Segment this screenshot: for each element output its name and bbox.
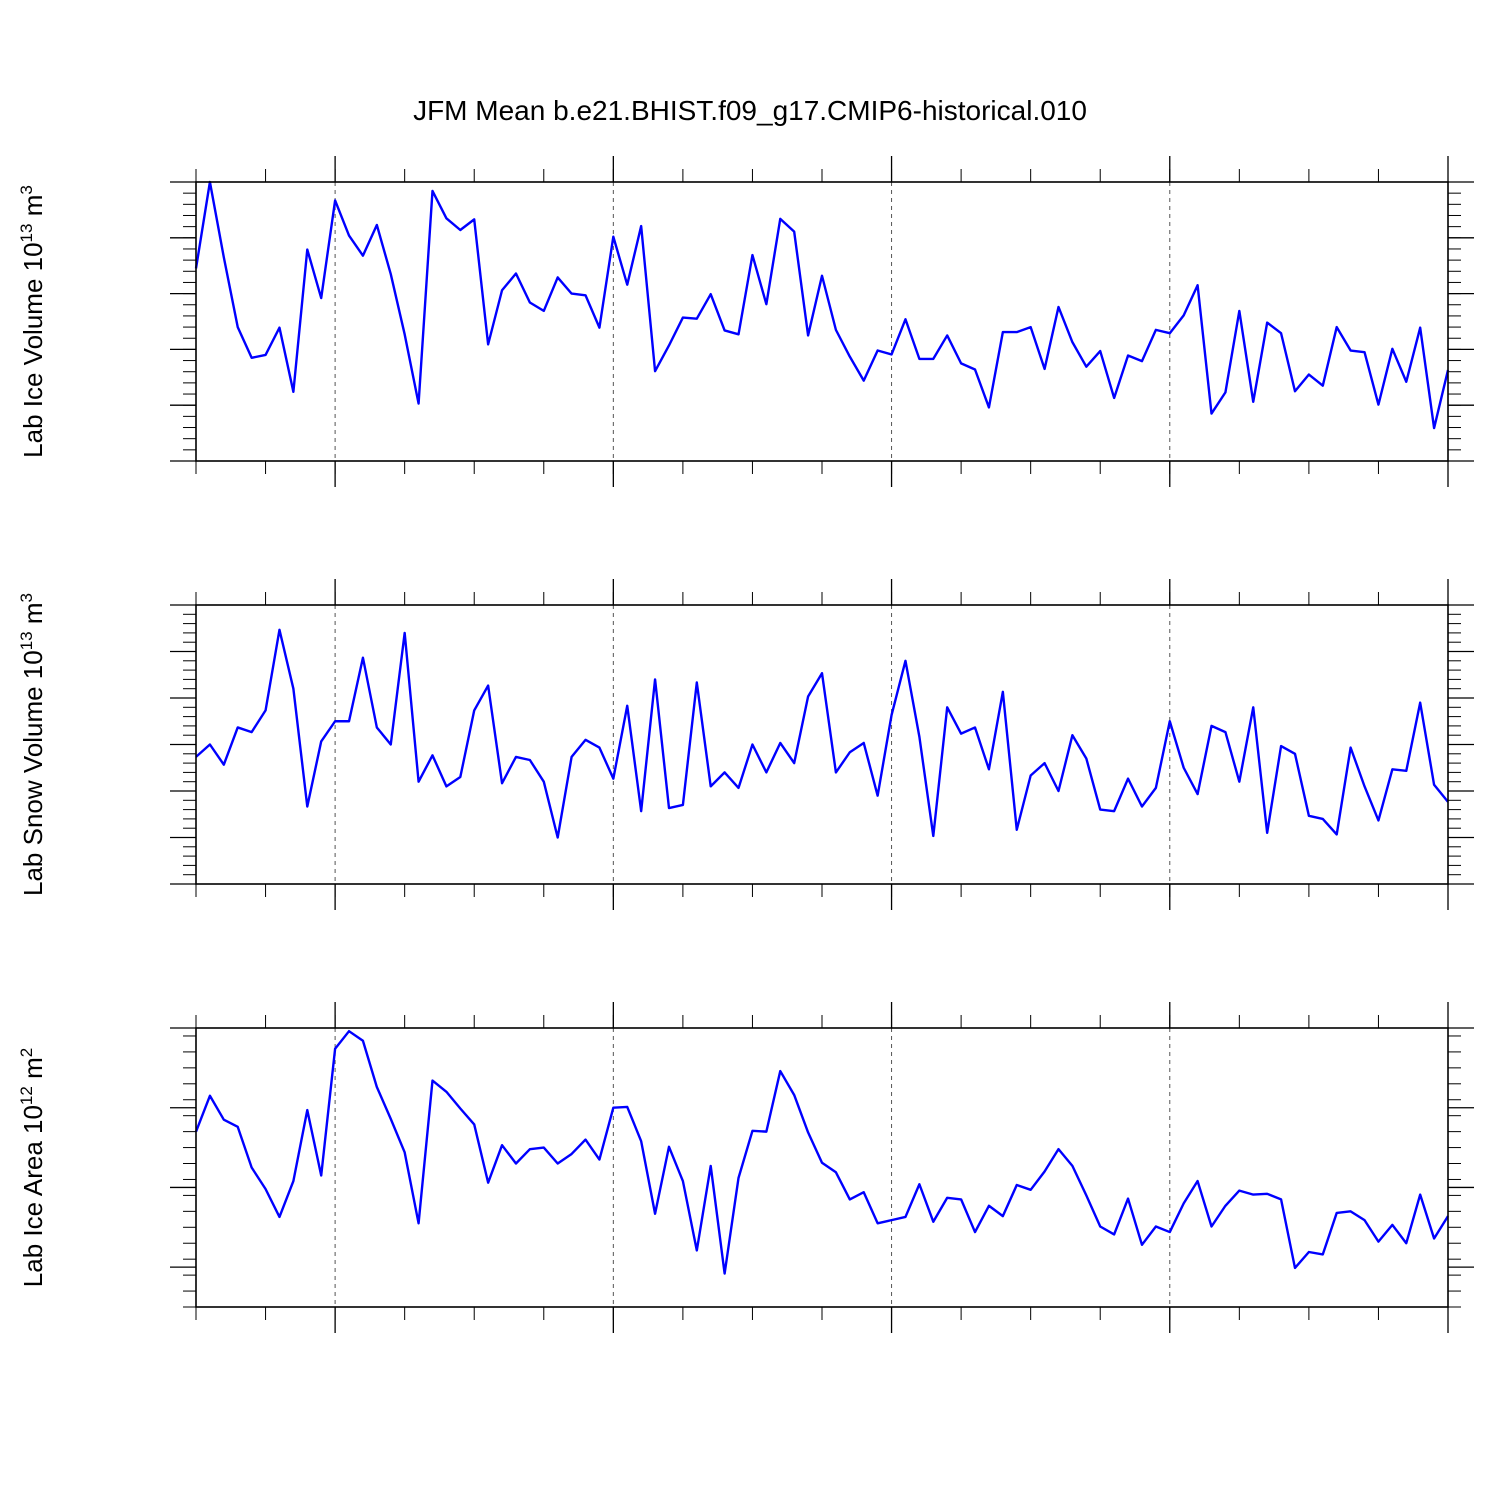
y-axis-label-main: Lab Ice Volume 10 [18, 242, 48, 457]
plot-frame-ice-area [195, 1027, 1449, 1308]
y-axis-label-main: Lab Ice Area 10 [18, 1105, 48, 1287]
y-axis-label-exp: 13 [17, 224, 36, 243]
plot-frame-snow-volume [195, 604, 1449, 885]
plot-frame-ice-volume [195, 181, 1449, 462]
series-line-snow-volume [195, 628, 1449, 839]
y-axis-label: Lab Ice Volume 1013 m3 [17, 185, 48, 458]
y-axis-label-unit: m [18, 602, 48, 631]
y-axis-label-unit-exp: 2 [17, 1048, 36, 1057]
panel-snow-volume: Lab Snow Volume 1013 m3 [17, 579, 1474, 910]
y-axis-label-unit-exp: 3 [17, 185, 36, 194]
series-line-ice-volume [194, 180, 1450, 430]
y-axis-label-exp: 13 [17, 631, 36, 650]
series-line-ice-area [194, 1029, 1450, 1275]
figure-title: JFM Mean b.e21.BHIST.f09_g17.CMIP6-histo… [413, 95, 1087, 126]
y-axis-label: Lab Snow Volume 1013 m3 [17, 593, 48, 896]
panel-ice-volume: Lab Ice Volume 1013 m3 [17, 156, 1474, 487]
y-axis-label-unit: m [18, 195, 48, 224]
y-axis-label-unit: m [18, 1057, 48, 1086]
y-axis-label-exp: 12 [17, 1086, 36, 1105]
panel-ice-area: Lab Ice Area 1012 m2 [17, 1002, 1474, 1333]
y-axis-label: Lab Ice Area 1012 m2 [17, 1048, 48, 1287]
y-axis-label-unit-exp: 3 [17, 593, 36, 602]
y-axis-label-main: Lab Snow Volume 10 [18, 650, 48, 896]
